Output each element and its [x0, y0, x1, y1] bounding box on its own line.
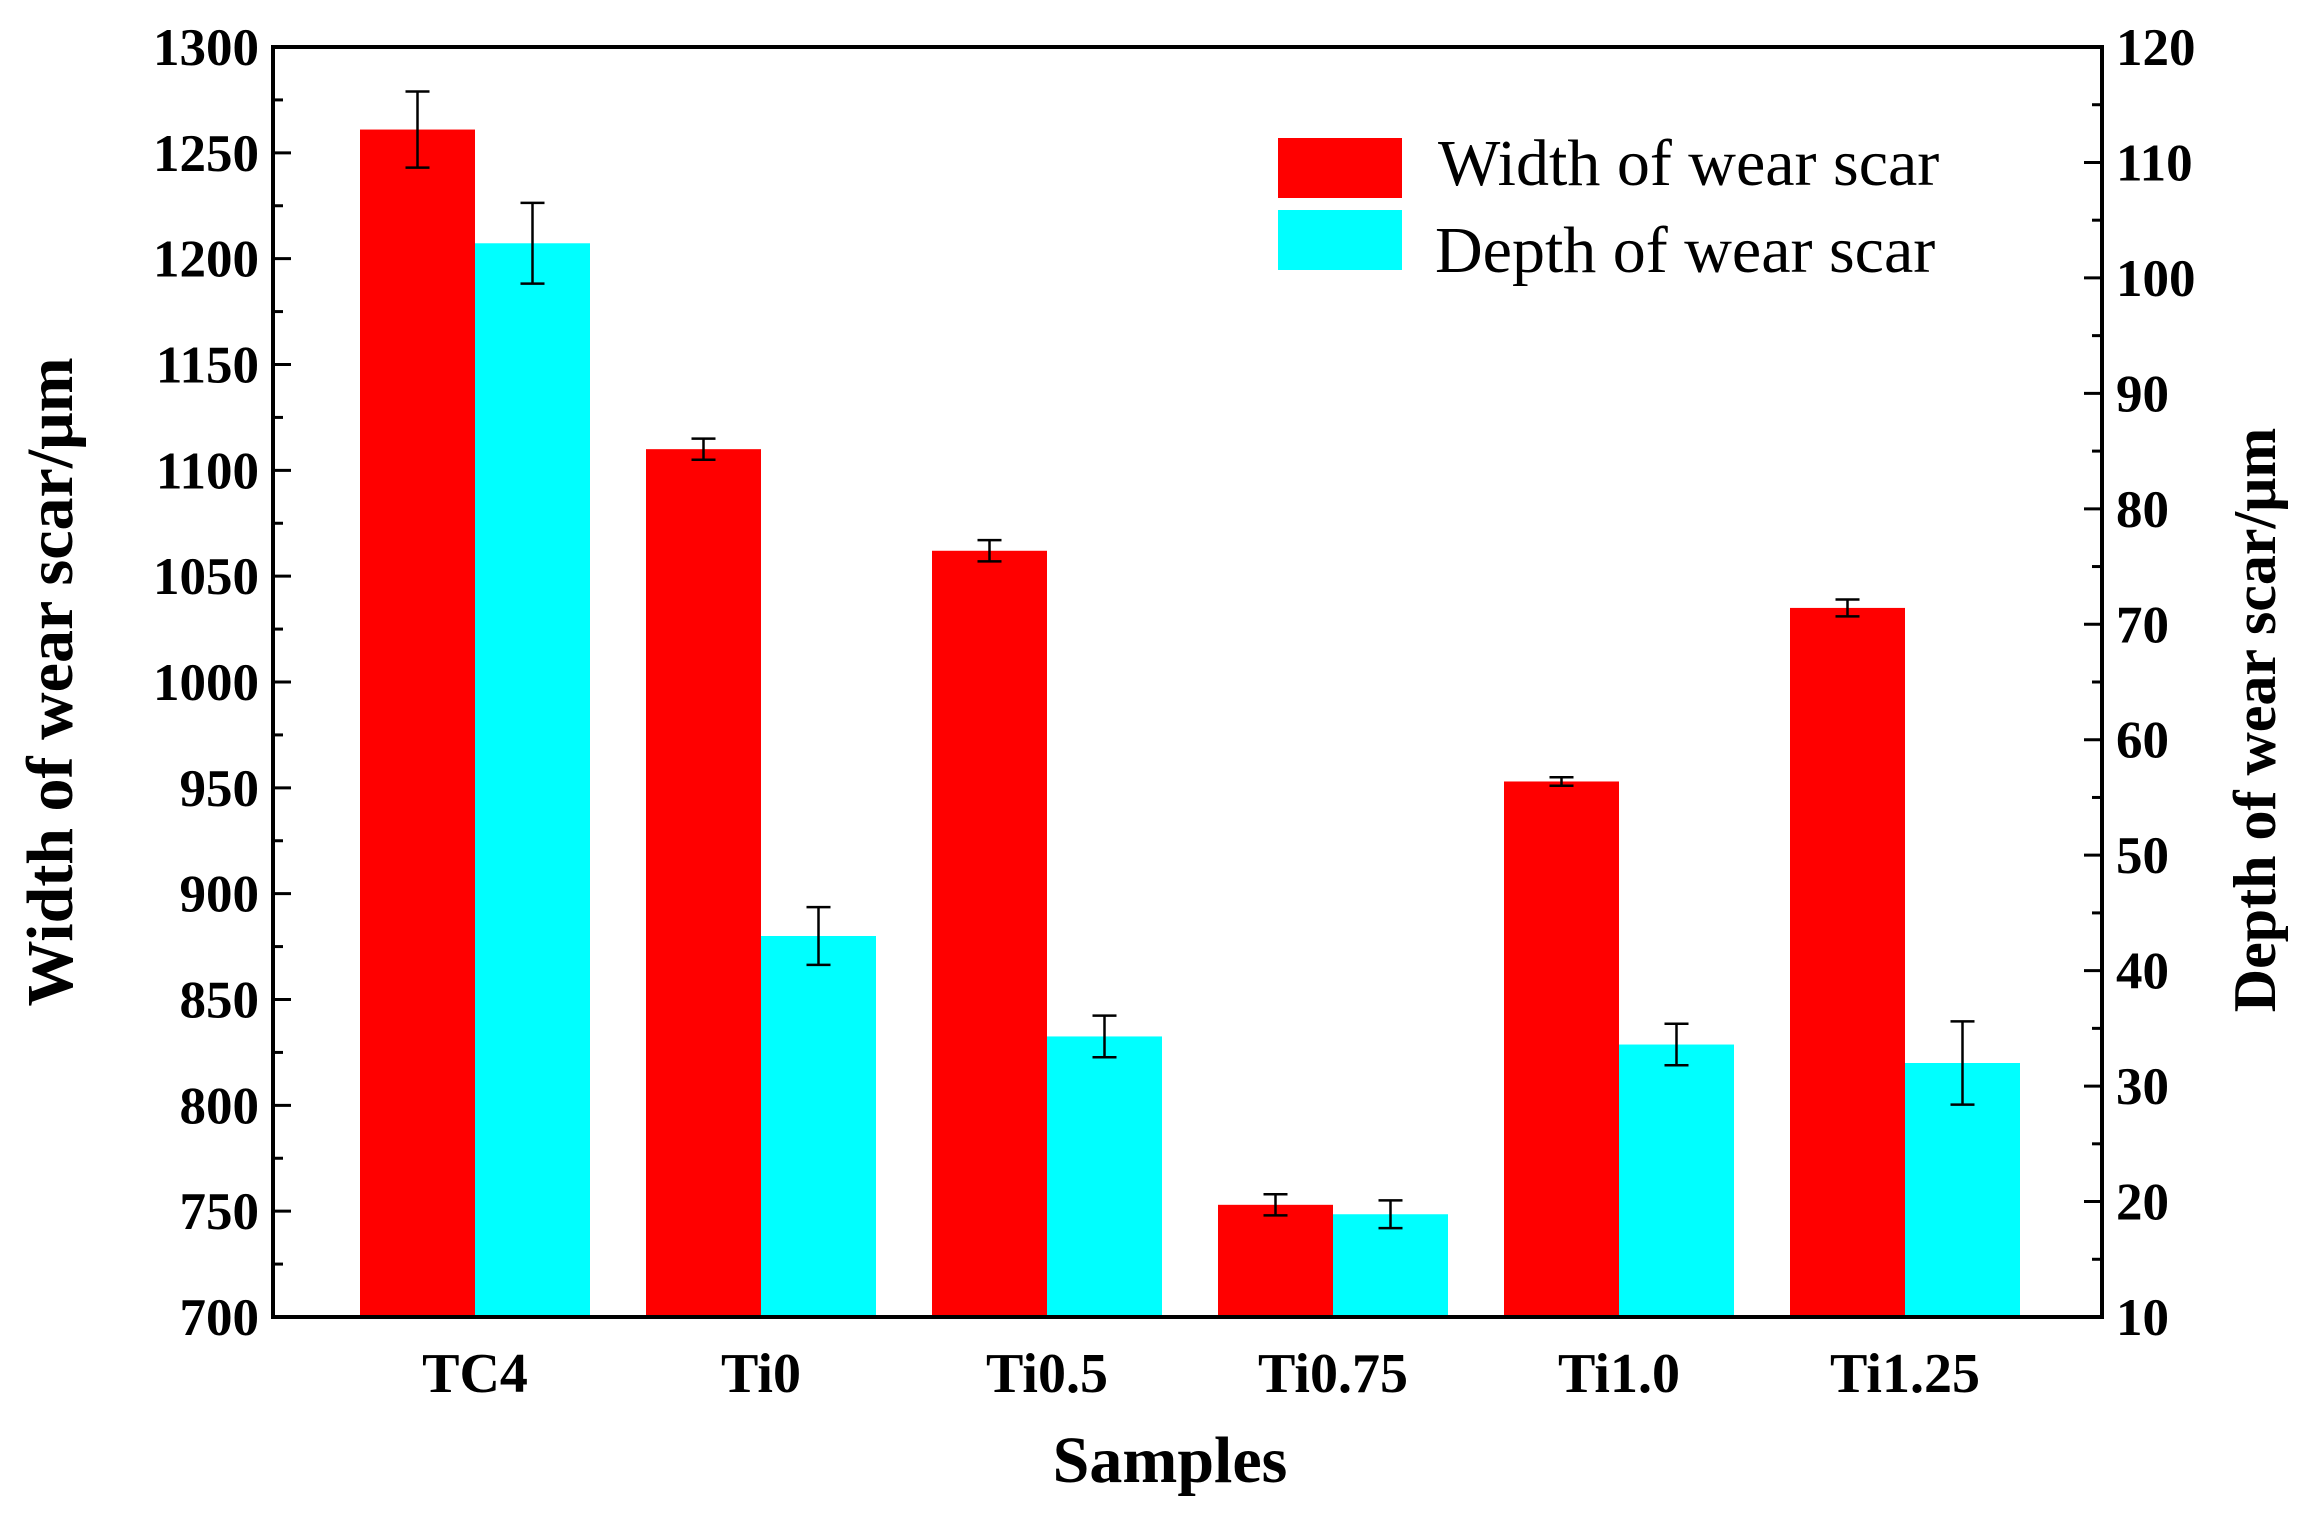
- error-bar-width-Ti0.5: [977, 538, 1002, 563]
- y-axis-title-right: Depth of wear scar/μm: [2222, 428, 2288, 1012]
- y-tick-label-left: 1000: [153, 654, 259, 712]
- y-tick-label-right: 30: [2116, 1058, 2169, 1116]
- error-bar-depth-Ti0: [806, 905, 831, 967]
- x-tick-label: Ti0.5: [986, 1343, 1108, 1405]
- y-tick-label-right: 110: [2116, 134, 2193, 192]
- y-tick-label-left: 1250: [153, 125, 259, 183]
- x-tick-label: TC4: [422, 1343, 528, 1405]
- legend: Width of wear scar Depth of wear scar: [1278, 127, 1939, 287]
- bar-depth-Ti0: [761, 936, 876, 1317]
- y-tick-label-left: 750: [180, 1183, 260, 1241]
- y-tick-label-right: 50: [2116, 827, 2169, 885]
- y-tick-label-right: 100: [2116, 250, 2196, 308]
- bar-depth-Ti0.75: [1333, 1214, 1448, 1317]
- bar-width-TC4: [360, 129, 475, 1317]
- x-tick-label: Ti1.0: [1558, 1343, 1680, 1405]
- y-tick-label-left: 950: [180, 760, 260, 818]
- y-tick-label-right: 90: [2116, 365, 2169, 423]
- y-tick-label-left: 1150: [156, 337, 259, 395]
- y-tick-label-right: 120: [2116, 19, 2196, 77]
- y-tick-label-left: 1100: [156, 442, 259, 500]
- bar-width-Ti0.5: [932, 550, 1047, 1317]
- bar-depth-Ti0.5: [1047, 1036, 1162, 1317]
- y-tick-label-left: 1200: [153, 231, 259, 289]
- y-tick-label-right: 10: [2116, 1289, 2169, 1347]
- error-bar-depth-Ti0.75: [1378, 1199, 1403, 1230]
- error-bar-depth-TC4: [520, 201, 545, 285]
- y-tick-label-left: 1300: [153, 19, 259, 77]
- error-bar-width-TC4: [405, 90, 430, 169]
- x-tick-label: Ti0.75: [1258, 1343, 1408, 1405]
- legend-label-depth: Depth of wear scar: [1435, 214, 1935, 287]
- error-bar-depth-Ti0.5: [1092, 1014, 1117, 1059]
- y-tick-label-left: 1050: [153, 548, 259, 606]
- y-tick-label-right: 80: [2116, 481, 2169, 539]
- error-bar-width-Ti1.0: [1549, 776, 1574, 787]
- bar-width-Ti0.75: [1218, 1204, 1333, 1317]
- error-bar-depth-Ti1.25: [1950, 1020, 1975, 1106]
- bar-depth-TC4: [475, 243, 590, 1318]
- y-tick-label-left: 850: [180, 972, 260, 1030]
- y-tick-label-right: 20: [2116, 1174, 2169, 1232]
- y-tick-label-left: 700: [180, 1289, 260, 1347]
- error-bar-width-Ti1.25: [1835, 598, 1860, 618]
- x-axis-title: Samples: [1053, 1424, 1288, 1497]
- y-axis-title-left: Width of wear scar/μm: [14, 357, 87, 1006]
- bar-depth-Ti1.0: [1619, 1044, 1734, 1317]
- x-tick-label: Ti1.25: [1830, 1343, 1980, 1405]
- y-tick-label-right: 60: [2116, 712, 2169, 770]
- bar-width-Ti0: [646, 449, 761, 1318]
- legend-swatch-width: [1278, 138, 1402, 198]
- y-tick-label-left: 800: [180, 1077, 260, 1135]
- bar-width-Ti1.25: [1790, 607, 1905, 1317]
- error-bar-width-Ti0.75: [1263, 1192, 1288, 1217]
- y-tick-label-left: 900: [180, 866, 260, 924]
- y-tick-label-right: 70: [2116, 596, 2169, 654]
- error-bar-width-Ti0: [691, 437, 716, 461]
- legend-label-width: Width of wear scar: [1438, 127, 1939, 200]
- legend-swatch-depth: [1278, 210, 1402, 270]
- bar-width-Ti1.0: [1504, 781, 1619, 1317]
- y-tick-label-right: 40: [2116, 943, 2169, 1001]
- error-bar-depth-Ti1.0: [1664, 1022, 1689, 1067]
- x-tick-label: Ti0: [721, 1343, 801, 1405]
